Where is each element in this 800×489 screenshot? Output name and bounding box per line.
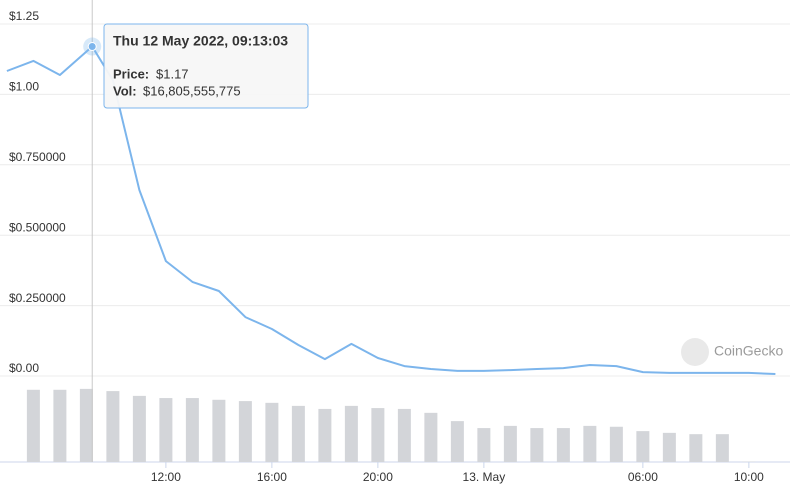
- volume-bar: [503, 425, 517, 462]
- y-tick-label: $0.500000: [9, 220, 66, 234]
- volume-bar: [450, 421, 464, 462]
- volume-bar: [636, 431, 650, 462]
- volume-bar: [79, 388, 93, 462]
- volume-bar: [397, 408, 411, 462]
- volume-bar: [662, 432, 676, 462]
- volume-bar: [530, 428, 544, 462]
- volume-bar: [715, 434, 729, 462]
- volume-bar: [238, 401, 252, 462]
- tooltip-vol: $16,805,555,775: [143, 83, 241, 98]
- volume-bars: [26, 388, 756, 462]
- tooltip-box: [103, 23, 309, 109]
- x-tick-label: 16:00: [257, 470, 287, 484]
- y-tick-label: $0.00: [9, 361, 39, 375]
- x-tick-label: 10:00: [734, 470, 764, 484]
- volume-bar: [424, 412, 438, 462]
- volume-bar: [477, 428, 491, 462]
- volume-bar: [132, 395, 146, 462]
- volume-bar: [556, 428, 570, 462]
- volume-bar: [344, 405, 358, 462]
- volume-bar: [371, 408, 385, 462]
- volume-bar: [26, 389, 40, 462]
- tooltip: Thu 12 May 2022, 09:13:03 Price: $1.17 V…: [103, 23, 309, 109]
- y-tick-label: $0.750000: [9, 150, 66, 164]
- volume-bar: [212, 399, 226, 462]
- plot: [6, 0, 776, 462]
- watermark: CoinGecko: [714, 343, 783, 359]
- volume-bar: [185, 398, 199, 462]
- volume-bar: [106, 391, 120, 462]
- tooltip-price-label: Price:: [113, 66, 149, 81]
- volume-bar: [583, 425, 597, 462]
- y-tick-label: $0.250000: [9, 291, 66, 305]
- tooltip-vol-label: Vol:: [113, 83, 137, 98]
- volume-bar: [689, 434, 703, 462]
- x-tick-label: 20:00: [363, 470, 393, 484]
- y-tick-label: $1.00: [9, 80, 39, 94]
- price-line: [6, 45, 776, 375]
- volume-bar: [318, 408, 332, 462]
- hover-marker: [87, 42, 97, 52]
- watermark-logo: [681, 338, 709, 366]
- x-tick-label: 06:00: [628, 470, 658, 484]
- volume-bar: [265, 402, 279, 462]
- tooltip-price: $1.17: [156, 66, 189, 81]
- volume-bar: [159, 398, 173, 462]
- x-tick-label: 13. May: [463, 470, 506, 484]
- x-tick-label: 12:00: [151, 470, 181, 484]
- volume-bar: [53, 389, 67, 462]
- y-tick-label: $1.25: [9, 9, 39, 23]
- volume-bar: [291, 405, 305, 462]
- tooltip-date: Thu 12 May 2022, 09:13:03: [113, 33, 288, 49]
- volume-bar: [609, 426, 623, 462]
